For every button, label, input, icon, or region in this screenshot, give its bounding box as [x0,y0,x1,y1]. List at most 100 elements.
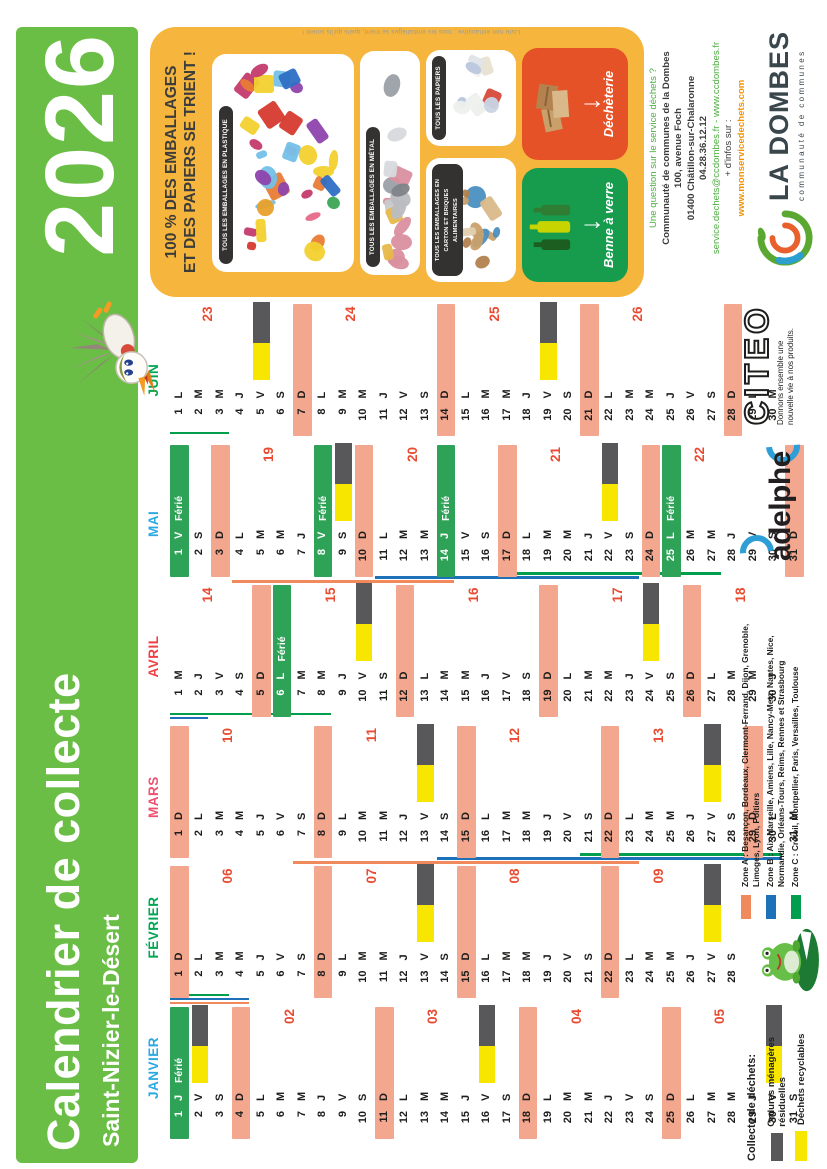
day-number: 13 [418,549,431,562]
contact-question: Une question sur le service déchets ? [648,68,659,228]
day-number: 21 [582,408,595,421]
day-number: 18 [521,408,533,421]
day-number: 10 [357,1111,369,1124]
day-letter: M [213,951,226,961]
day-number: 9 [336,1111,349,1118]
day-number: 26 [685,408,697,421]
recyclables-collection-bar [601,484,618,521]
day-letter: D [603,952,615,961]
day-letter: V [459,531,472,539]
day-number: 12 [398,1111,410,1124]
day-number: 9 [336,830,349,837]
day-letter: M [582,670,595,680]
card-papiers: TOUS LES PAPIERS [426,50,516,146]
day-number: 28 [726,1111,738,1124]
day-letter: S [644,1093,656,1101]
zone-b-swatch-icon [766,895,776,919]
day-letter: M [439,1091,451,1101]
day-number: 27 [705,689,718,702]
day-number: 28 [726,970,738,983]
bin-verre-label: Benne à verre [601,182,616,268]
day-letter: L [623,813,636,820]
day-number: 17 [500,689,513,702]
day-letter: M [459,670,472,680]
day-letter: J [193,673,205,680]
product-photo-blob [255,218,267,242]
day-letter: D [377,1093,390,1101]
day-number: 25 [664,1111,677,1124]
day-number: 11 [377,408,390,421]
day-letter: J [295,532,308,539]
day-letter: J [541,954,554,961]
week-number: 21 [548,447,563,463]
day-letter: S [726,953,738,961]
day-letter: M [316,670,328,680]
day-letter: V [418,953,431,961]
ladombes-subtitle: communauté de communes [797,49,806,201]
day-number: 13 [418,408,431,421]
product-photo-blob [305,117,330,145]
day-letter: M [295,670,308,680]
day-letter: J [664,392,677,399]
day-letter: M [644,389,656,399]
day-letter: V [254,391,267,399]
day-number: 16 [480,1111,492,1124]
week-number: 22 [691,447,707,463]
day-letter: V [685,391,697,399]
day-number: 20 [562,830,574,843]
card-papiers-label: TOUS LES PAPIERS [432,56,447,140]
day-letter: M [234,810,246,820]
month-header: JANVIER [146,1036,161,1099]
day-letter: V [418,812,431,820]
day-letter: L [664,532,677,539]
card-carton-label: TOUS LES EMBALLAGES EN CARTON ET BRIQUES… [432,164,463,276]
day-number: 14 [439,689,451,702]
card-plastique: TOUS LES EMBALLAGES EN PLASTIQUE [212,54,354,272]
day-letter: M [562,1091,574,1101]
day-number: 1 [172,970,185,977]
ferie-label: Férié [173,1057,185,1083]
day-number: 24 [644,830,656,843]
day-number: 9 [336,970,349,977]
day-letter: J [398,813,410,820]
day-number: 17 [500,830,513,843]
zone-a-swatch-icon [741,895,751,919]
day-letter: V [623,1093,636,1101]
day-number: 6 [275,970,287,977]
day-number: 27 [705,830,718,843]
day-letter: M [439,670,451,680]
ladombes-logo: LA DOMBES communauté de communes [756,27,814,267]
day-letter: S [377,672,390,680]
day-number: 25 [664,970,677,983]
adelphe-logo: adelphe [733,422,812,576]
day-number: 5 [254,549,267,556]
recyclables-collection-bar [355,624,372,662]
day-letter: D [459,812,472,820]
residual-waste-collection-bar [417,724,434,765]
day-number: 15 [459,408,472,421]
residual-waste-collection-bar [335,443,352,484]
week-number: 23 [199,306,215,322]
day-number: 7 [295,830,308,837]
day-letter: V [603,531,615,539]
day-number: 28 [726,549,738,562]
day-letter: V [193,1093,205,1101]
day-letter: V [562,953,574,961]
day-letter: M [336,389,349,399]
day-number: 23 [623,408,636,421]
bin-verre: ↓ Benne à verre [522,168,628,282]
recyclables-collection-bar [417,765,434,802]
day-number: 13 [418,1111,431,1124]
day-letter: L [705,672,718,680]
day-number: 3 [213,830,226,837]
contact-more: + d'infos sur : [723,119,734,177]
product-photo-blob [383,159,398,178]
day-number: 13 [418,689,431,702]
week-number: 04 [568,1009,584,1025]
residual-waste-collection-bar [642,583,659,625]
week-number: 05 [712,1009,727,1025]
day-letter: M [705,529,718,539]
day-number: 1 [172,830,185,837]
ferie-label: Férié [316,495,329,521]
